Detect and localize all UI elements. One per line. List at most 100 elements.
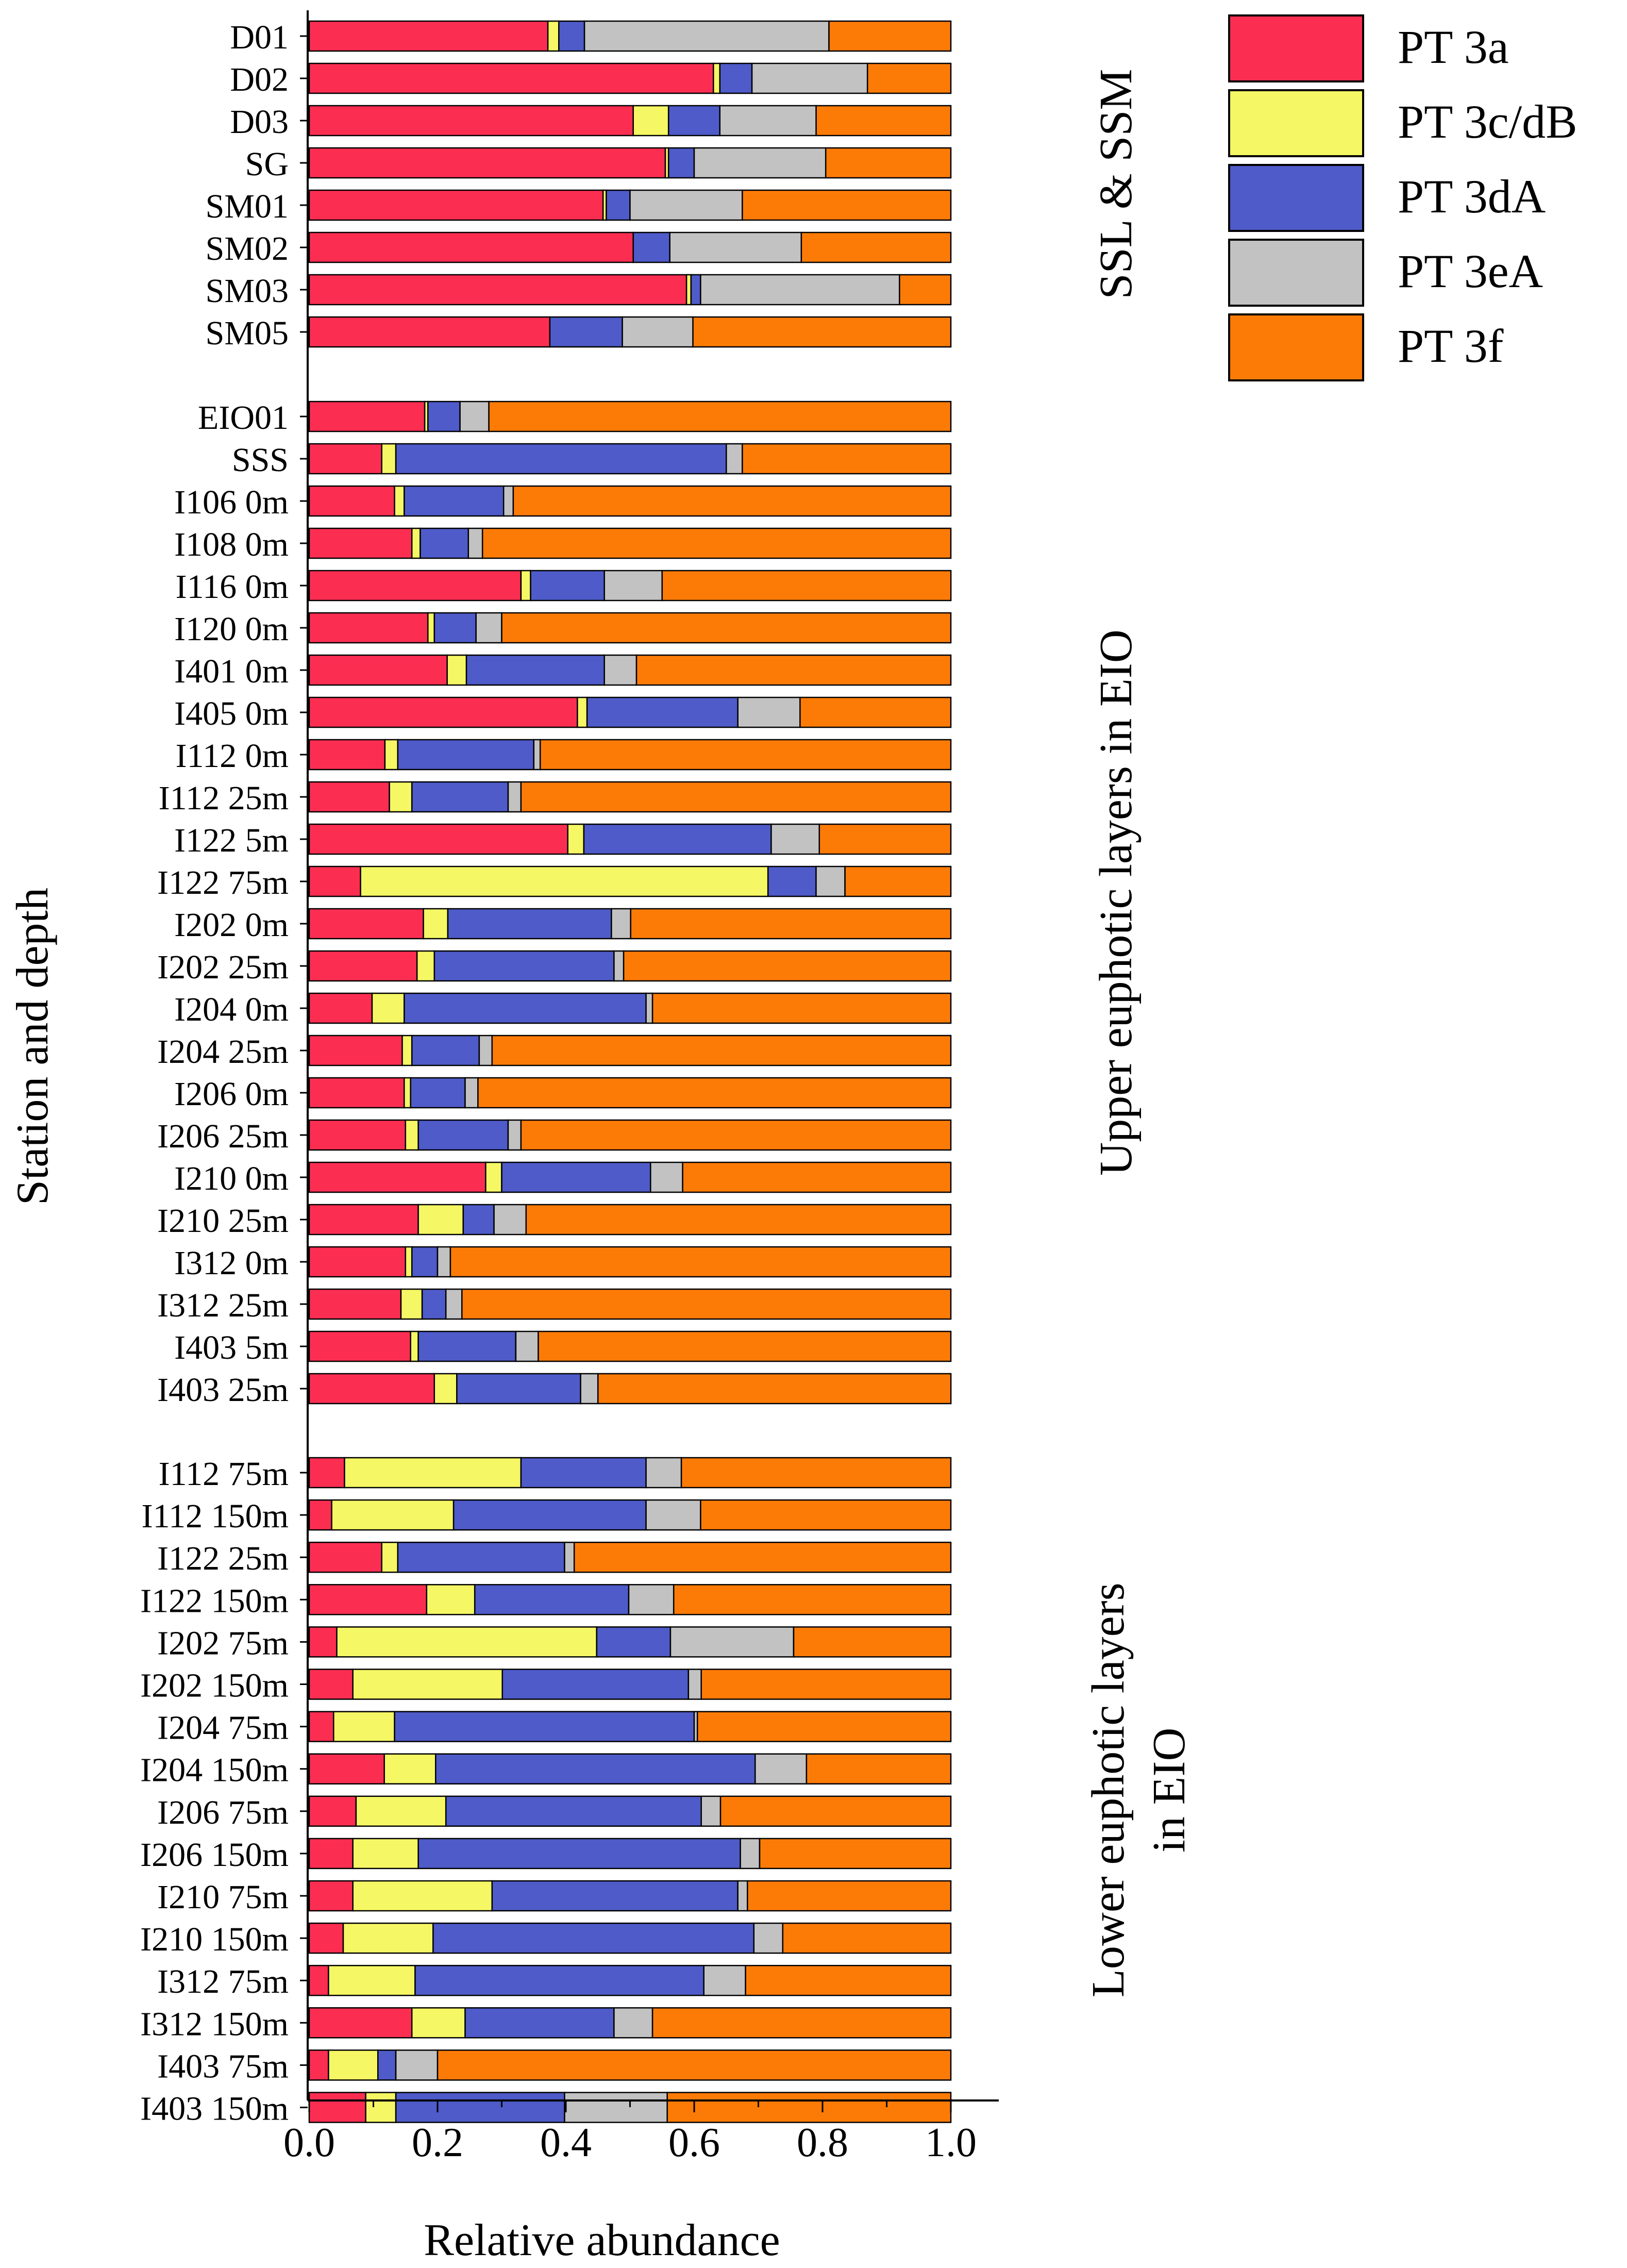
- bar-row: [308, 316, 952, 348]
- bar-segment: [520, 781, 952, 813]
- bar-segment: [308, 1499, 332, 1531]
- bar-segment: [381, 443, 397, 475]
- bar-segment: [308, 1753, 385, 1785]
- bar-segment: [308, 401, 426, 432]
- bar-segment: [437, 1246, 451, 1278]
- axes: 0.0 0.2 0.4 0.6 0.8 1.0: [283, 10, 999, 2165]
- bar-segment: [481, 527, 952, 559]
- bar-segment: [770, 823, 820, 855]
- y-tick-label: I204 25m: [157, 1033, 289, 1071]
- bar-segment: [423, 908, 449, 940]
- bar-segment: [447, 908, 612, 940]
- bar-segment: [433, 950, 615, 982]
- bar-row: [308, 1541, 952, 1573]
- bar-segment: [520, 570, 531, 602]
- bar-segment: [745, 1964, 952, 1996]
- bar-segment: [549, 316, 623, 348]
- y-tick-label: I312 75m: [157, 1963, 289, 2000]
- y-tick-label: I405 0m: [174, 695, 289, 732]
- bar-segment: [461, 1288, 952, 1320]
- bar-segment: [308, 823, 568, 855]
- bar-segment: [410, 1077, 466, 1109]
- bar-row: [308, 485, 952, 517]
- y-tick-label: I403 75m: [157, 2047, 289, 2085]
- bar-segment: [400, 1288, 423, 1320]
- bar-row: [308, 62, 952, 94]
- bar-segment: [308, 527, 413, 559]
- bar-row: [308, 781, 952, 813]
- bar-segment: [308, 20, 549, 52]
- bar-segment: [825, 147, 952, 179]
- x-tick-label: 0.4: [540, 2120, 592, 2165]
- bar-segment: [397, 1541, 565, 1573]
- bar-segment: [401, 1035, 413, 1066]
- bar-segment: [687, 1669, 702, 1700]
- bar-segment: [417, 1119, 509, 1151]
- bar-segment: [435, 1753, 756, 1785]
- bar-row: [308, 2007, 952, 2039]
- y-tick-label: I120 0m: [174, 610, 289, 648]
- bar-segment: [606, 189, 631, 221]
- bar-segment: [547, 20, 560, 52]
- bar-segment: [603, 570, 663, 602]
- y-tick-label: I122 75m: [157, 864, 289, 902]
- bar-segment: [308, 1035, 403, 1066]
- bar-row: [308, 274, 952, 306]
- bar-segment: [696, 1711, 952, 1742]
- bar-segment: [507, 781, 522, 813]
- bar-segment: [583, 20, 830, 52]
- bar-segment: [515, 1330, 539, 1362]
- bar-segment: [308, 739, 386, 771]
- bar-segment: [597, 1373, 952, 1405]
- bar-segment: [336, 1626, 597, 1658]
- y-tick-label: I403 25m: [157, 1371, 289, 1409]
- bar-segment: [719, 1795, 952, 1827]
- y-tick-label: SG: [245, 145, 289, 183]
- bar-segment: [404, 485, 505, 517]
- legend-label: PT 3eA: [1398, 245, 1543, 297]
- bar-segment: [416, 950, 435, 982]
- bar-segment: [818, 823, 952, 855]
- bar-segment: [742, 189, 952, 221]
- y-tick-label: I210 75m: [157, 1878, 289, 1916]
- bar-row: [308, 2049, 952, 2081]
- bar-segment: [397, 739, 534, 771]
- bar-segment: [308, 1669, 354, 1700]
- legend-label: PT 3c/dB: [1398, 95, 1577, 148]
- y-tick-label: I112 25m: [159, 779, 289, 817]
- bar-segment: [432, 1922, 755, 1954]
- bar-segment: [700, 1669, 952, 1700]
- bar-row: [308, 527, 952, 559]
- bar-segment: [477, 1077, 952, 1109]
- bar-row: [308, 1669, 952, 1700]
- bar-segment: [405, 1246, 413, 1278]
- legend-swatch: [1228, 89, 1364, 157]
- legend-label: PT 3a: [1398, 21, 1509, 73]
- y-tick-label: SM03: [206, 272, 289, 310]
- bar-segment: [558, 20, 585, 52]
- y-tick-label: I403 150m: [140, 2090, 289, 2128]
- bar-segment: [308, 696, 578, 728]
- bar-segment: [501, 1669, 689, 1700]
- bar-segment: [673, 1584, 952, 1615]
- bar-segment: [427, 612, 435, 644]
- bar-segment: [629, 189, 743, 221]
- bar-segment: [700, 274, 900, 306]
- bar-segment: [452, 1499, 647, 1531]
- bar-segment: [308, 1204, 419, 1236]
- x-tick-labels: 0.0 0.2 0.4 0.6 0.8 1.0: [283, 2100, 977, 2165]
- bar-segment: [632, 231, 670, 263]
- bar-segment: [308, 865, 361, 897]
- bar-row: [308, 20, 952, 52]
- bar-segment: [747, 1880, 952, 1912]
- bar-segment: [417, 1204, 464, 1236]
- bar-segment: [394, 1711, 695, 1742]
- bar-row: [308, 1795, 952, 1827]
- bar-row: [308, 696, 952, 728]
- bar-row: [308, 739, 952, 771]
- bar-segment: [308, 1838, 354, 1870]
- bar-row: [308, 1077, 952, 1109]
- bar-segment: [793, 1626, 952, 1658]
- bar-segment: [394, 485, 405, 517]
- bar-segment: [308, 147, 666, 179]
